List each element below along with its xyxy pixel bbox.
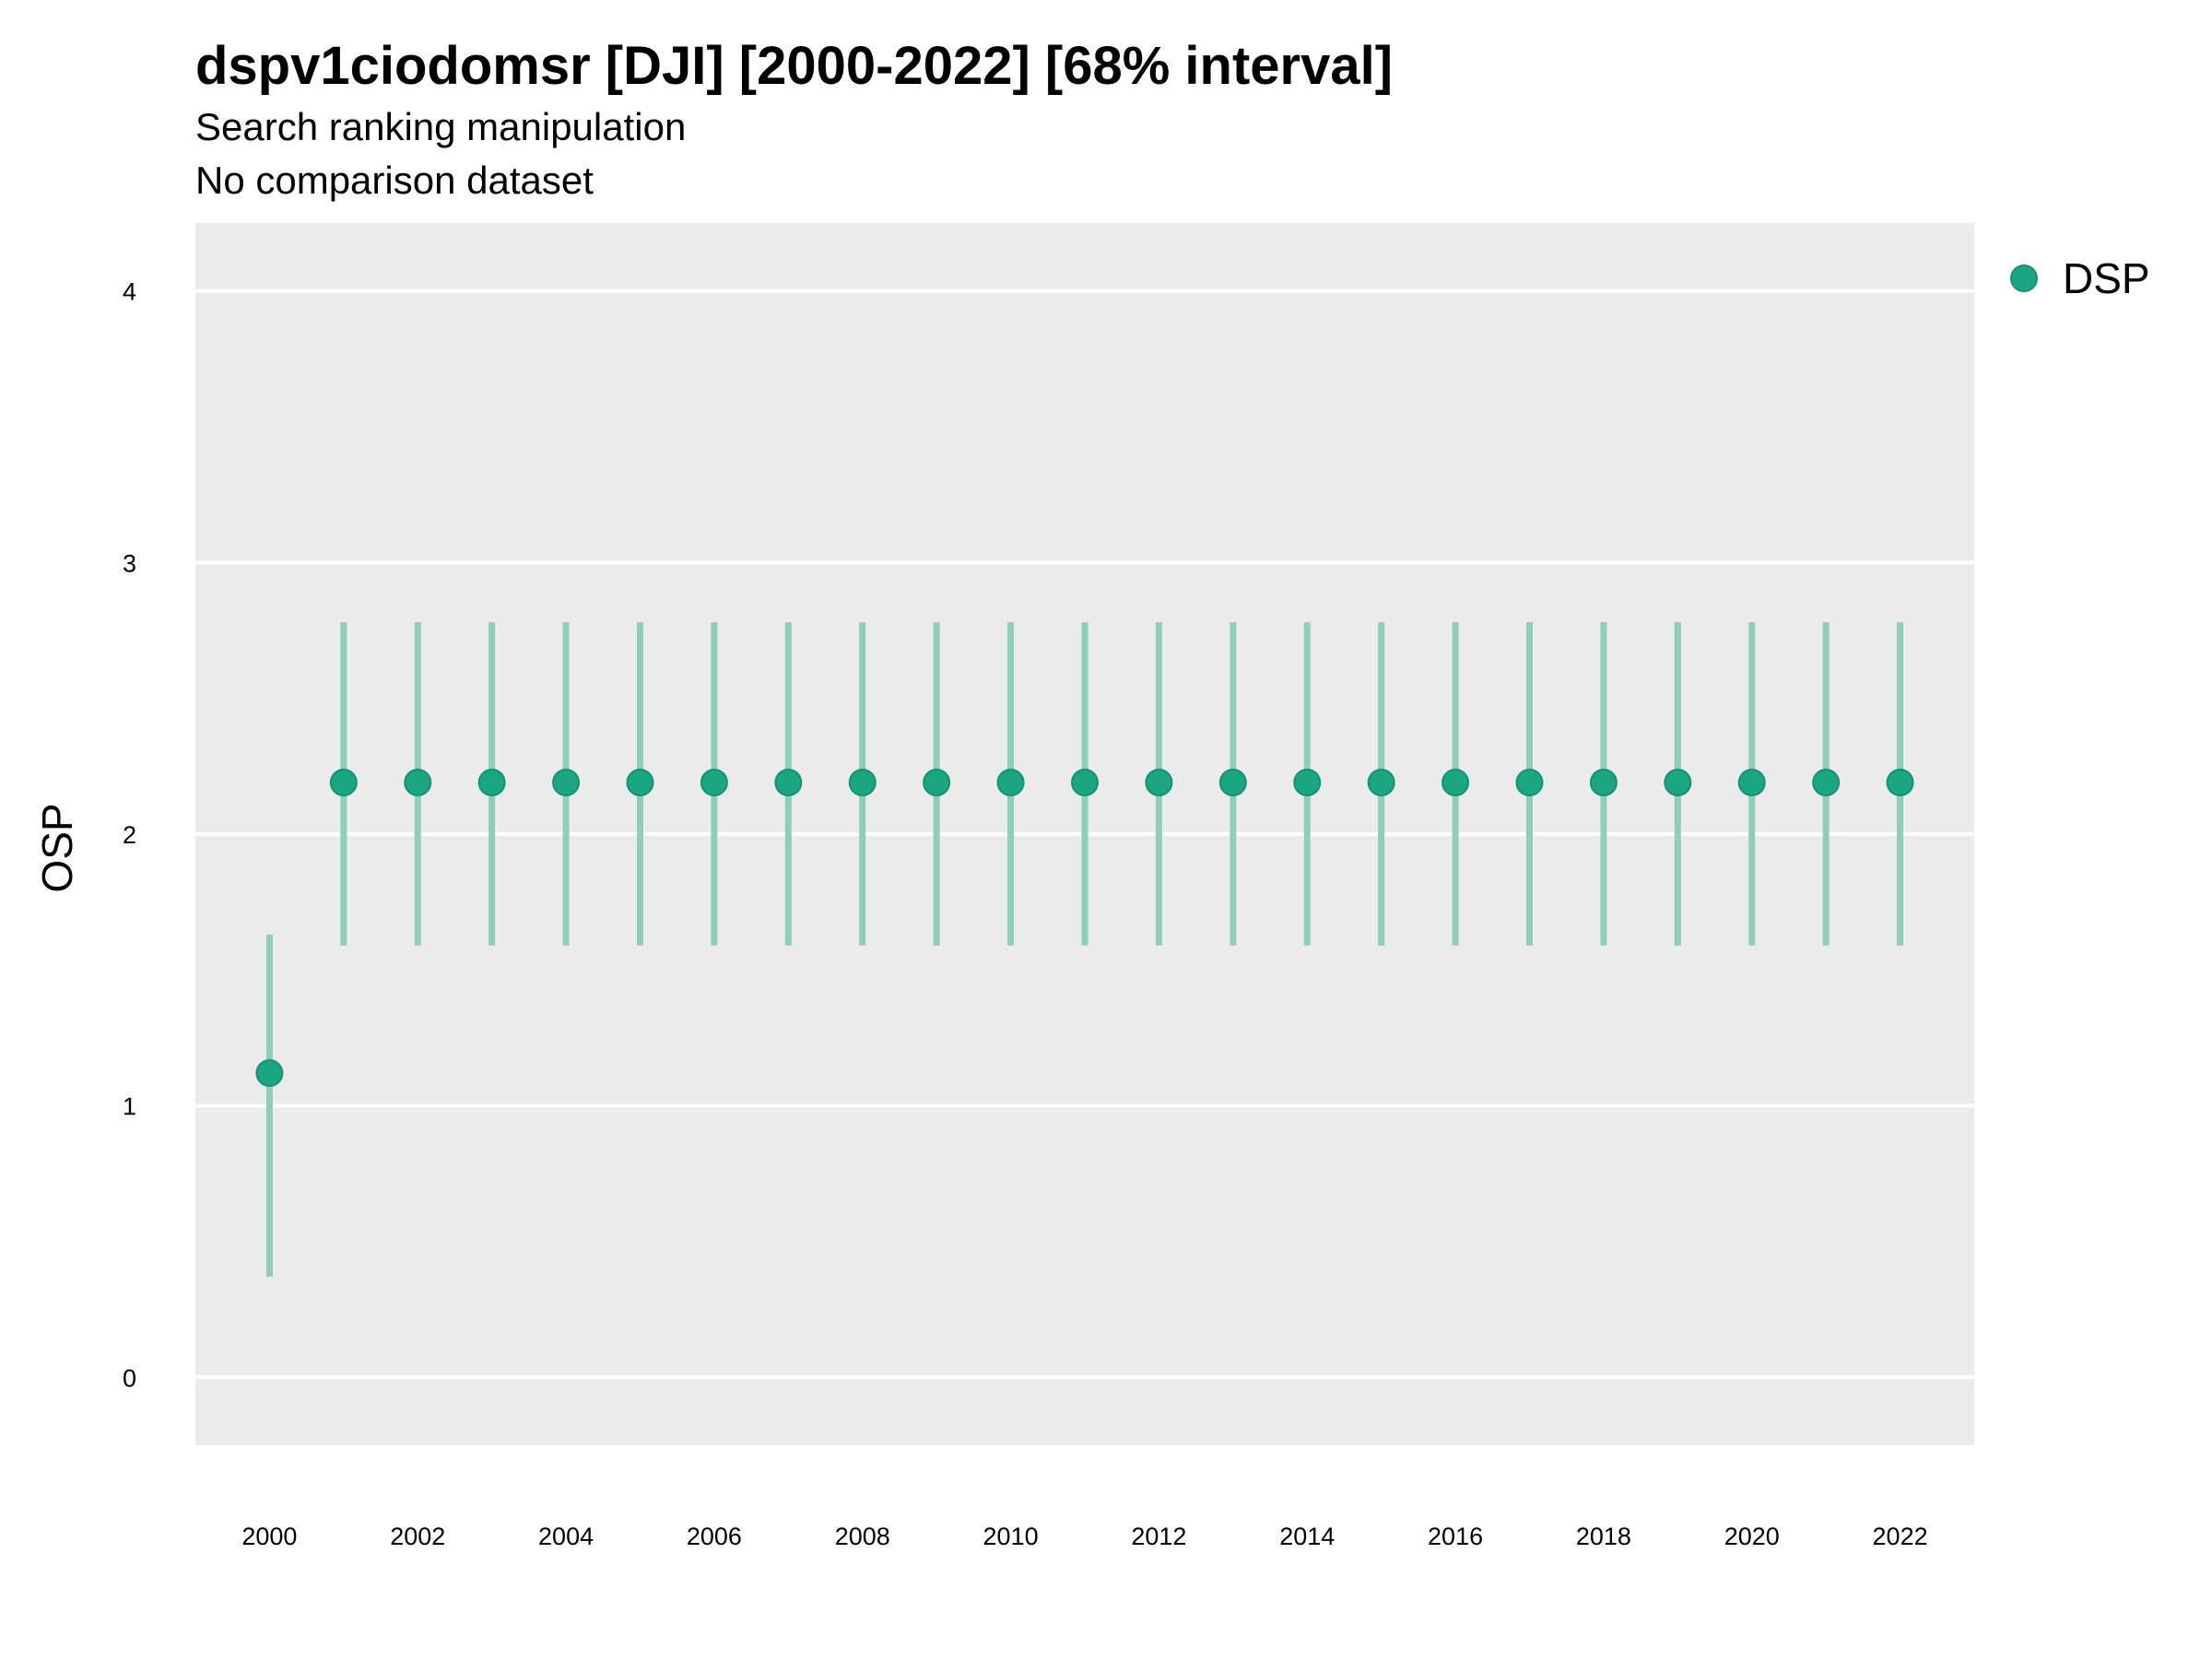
y-axis-label: OSP — [33, 803, 81, 892]
x-tick-label-2000: 2000 — [241, 1523, 297, 1550]
data-point-2018 — [1589, 769, 1618, 797]
x-tick-label-2006: 2006 — [687, 1523, 742, 1550]
legend-key-dsp — [2010, 265, 2038, 292]
data-point-2002 — [404, 769, 432, 797]
data-point-2009 — [923, 769, 951, 797]
data-point-2011 — [1071, 769, 1099, 797]
y-tick-label-1: 1 — [123, 1093, 136, 1121]
data-point-2006 — [700, 769, 728, 797]
legend: DSP — [2010, 254, 2150, 302]
legend-label-dsp: DSP — [2063, 254, 2150, 302]
x-tick-label-2008: 2008 — [835, 1523, 890, 1550]
data-point-2012 — [1145, 769, 1173, 797]
data-point-2014 — [1293, 769, 1322, 797]
data-point-2021 — [1812, 769, 1841, 797]
x-tick-label-2004: 2004 — [538, 1523, 594, 1550]
x-tick-label-2016: 2016 — [1428, 1523, 1483, 1550]
data-point-2013 — [1218, 769, 1247, 797]
x-axis-ticks: 2000 2002 2004 2006 2008 2010 2012 2014 2016 2018… — [241, 1523, 1927, 1550]
x-tick-label-2022: 2022 — [1873, 1523, 1928, 1550]
x-tick-label-2018: 2018 — [1576, 1523, 1631, 1550]
data-point-2017 — [1515, 769, 1544, 797]
data-point-2010 — [996, 769, 1025, 797]
chart-title: dspv1ciodomsr [DJI] [2000-2022] [68% int… — [195, 36, 1394, 96]
y-tick-label-4: 4 — [123, 278, 136, 306]
data-point-2003 — [477, 769, 506, 797]
chart-subtitle: Search ranking manipulation — [195, 105, 687, 148]
x-tick-label-2002: 2002 — [390, 1523, 445, 1550]
data-point-2005 — [626, 769, 654, 797]
data-point-2015 — [1367, 769, 1395, 797]
data-point-2019 — [1664, 769, 1692, 797]
y-tick-label-0: 0 — [123, 1364, 136, 1392]
x-tick-label-2020: 2020 — [1724, 1523, 1780, 1550]
x-tick-label-2010: 2010 — [983, 1523, 1039, 1550]
data-points — [255, 769, 1914, 1088]
x-tick-label-2012: 2012 — [1131, 1523, 1186, 1550]
x-tick-label-2014: 2014 — [1279, 1523, 1335, 1550]
y-tick-label-2: 2 — [123, 821, 136, 849]
data-point-2004 — [552, 769, 581, 797]
chart-caption: No comparison dataset — [195, 159, 594, 202]
y-tick-label-3: 3 — [123, 549, 136, 577]
data-point-2008 — [848, 769, 877, 797]
data-point-2016 — [1441, 769, 1470, 797]
data-point-2001 — [329, 769, 358, 797]
data-point-2020 — [1737, 769, 1766, 797]
data-point-2007 — [774, 769, 803, 797]
data-point-2022 — [1886, 769, 1914, 797]
data-point-2000 — [255, 1059, 284, 1088]
y-axis-ticks: 0 1 2 3 4 — [123, 278, 136, 1393]
